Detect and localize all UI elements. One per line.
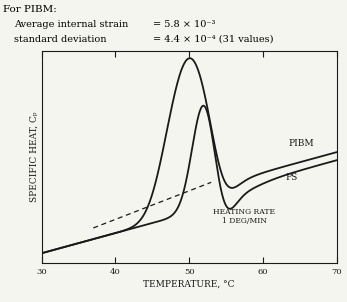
Text: PIBM: PIBM [289, 139, 314, 148]
Text: For PIBM:: For PIBM: [3, 5, 57, 14]
Text: PS: PS [285, 173, 297, 182]
Y-axis label: SPECIFIC HEAT, Cₚ: SPECIFIC HEAT, Cₚ [30, 112, 39, 202]
X-axis label: TEMPERATURE, °C: TEMPERATURE, °C [143, 280, 235, 289]
Text: Average internal strain: Average internal strain [14, 20, 128, 29]
Text: = 5.8 × 10⁻³: = 5.8 × 10⁻³ [153, 20, 215, 29]
Text: standard deviation: standard deviation [14, 35, 107, 44]
Text: = 4.4 × 10⁻⁴ (31 values): = 4.4 × 10⁻⁴ (31 values) [153, 35, 273, 44]
Text: HEATING RATE
1 DEG/MIN: HEATING RATE 1 DEG/MIN [213, 208, 276, 225]
